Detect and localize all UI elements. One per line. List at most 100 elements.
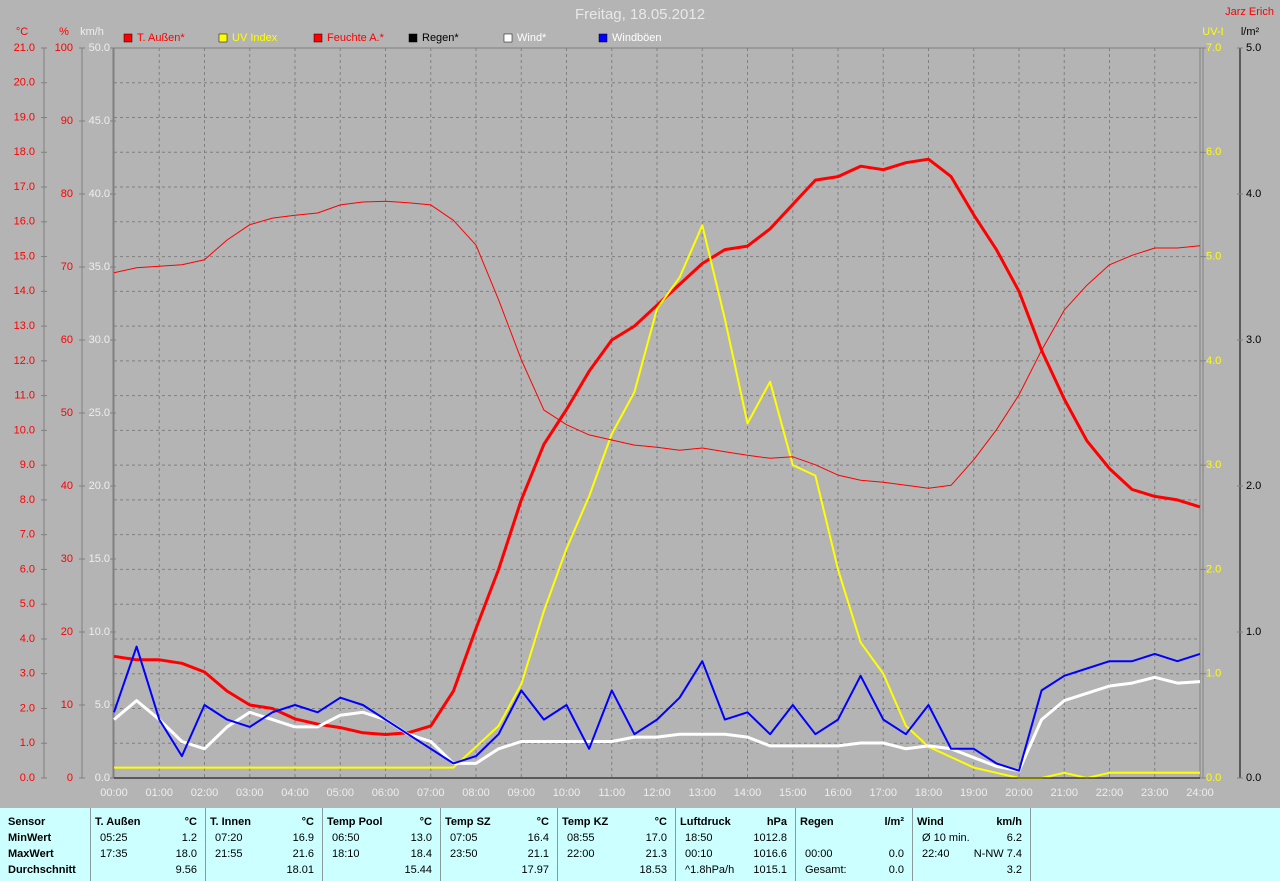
x-tick-label: 23:00 <box>1141 787 1169 799</box>
table-cell: 00:10 <box>685 848 713 860</box>
y-tick-label: 0 <box>67 772 73 784</box>
y-tick-label: 8.0 <box>20 494 35 506</box>
x-tick-label: 02:00 <box>191 787 219 799</box>
y-tick-label: 4.0 <box>1246 188 1261 200</box>
y-tick-label: 1.0 <box>1246 626 1261 638</box>
table-cell: MinWert <box>8 832 52 844</box>
axis-unit: l/m² <box>1241 26 1260 38</box>
y-tick-label: 0.0 <box>1246 772 1261 784</box>
x-tick-label: 03:00 <box>236 787 264 799</box>
y-tick-label: 7.0 <box>20 529 35 541</box>
table-cell: Temp KZ <box>562 816 609 828</box>
x-tick-label: 17:00 <box>869 787 897 799</box>
y-tick-label: 30.0 <box>89 334 110 346</box>
chart-title: Freitag, 18.05.2012 <box>575 6 705 23</box>
y-tick-label: 6.0 <box>1206 146 1221 158</box>
y-tick-label: 14.0 <box>14 285 35 297</box>
y-tick-label: 7.0 <box>1206 42 1221 54</box>
legend-label: Wind* <box>517 32 547 44</box>
y-tick-label: 4.0 <box>1206 355 1221 367</box>
table-cell: 22:40 <box>922 848 950 860</box>
table-cell: hPa <box>766 816 787 828</box>
legend-swatch <box>408 33 418 43</box>
y-tick-label: 2.0 <box>1206 563 1221 575</box>
legend-swatch <box>313 33 323 43</box>
y-tick-label: 21.0 <box>14 42 35 54</box>
table-cell: 18.4 <box>410 848 432 860</box>
axis-unit: UV-I <box>1202 26 1223 38</box>
table-cell: 18.01 <box>286 864 314 876</box>
table-cell: 21.3 <box>645 848 667 860</box>
legend-label: UV Index <box>232 32 278 44</box>
table-cell: 17.97 <box>521 864 549 876</box>
y-tick-label: 6.0 <box>20 563 35 575</box>
table-cell: 3.2 <box>1006 864 1022 876</box>
legend-label: Windböen <box>612 32 662 44</box>
chart: Freitag, 18.05.2012 Jarz Erich °C 0.0 1.0 2… <box>14 6 1274 799</box>
y-tick-label: 100 <box>55 42 73 54</box>
x-tick-label: 00:00 <box>100 787 128 799</box>
y-tick-label: 3.0 <box>1206 459 1221 471</box>
x-tick-label: 15:00 <box>779 787 807 799</box>
table-cell: °C <box>654 816 667 828</box>
y-tick-label: 2.0 <box>1246 480 1261 492</box>
y-tick-label: 90 <box>61 115 73 127</box>
y-tick-label: 80 <box>61 188 73 200</box>
x-tick-label: 19:00 <box>960 787 988 799</box>
x-tick-label: 07:00 <box>417 787 445 799</box>
table-cell: 15.44 <box>404 864 432 876</box>
axis-unit: km/h <box>80 26 104 38</box>
x-tick-label: 08:00 <box>462 787 490 799</box>
y-tick-label: 20.0 <box>89 480 110 492</box>
y-tick-label: 10 <box>61 699 73 711</box>
y-tick-label: 1.0 <box>1206 668 1221 680</box>
legend-label: T. Außen* <box>137 32 185 44</box>
table-cell: 00:00 <box>805 848 833 860</box>
y-tick-label: 15.0 <box>14 250 35 262</box>
y-tick-label: 20 <box>61 626 73 638</box>
table-cell: 18:50 <box>685 832 713 844</box>
x-tick-label: 06:00 <box>372 787 400 799</box>
y-tick-label: 2.0 <box>20 702 35 714</box>
table-cell: 08:55 <box>567 832 595 844</box>
table-cell: °C <box>301 816 314 828</box>
y-tick-label: 40.0 <box>89 188 110 200</box>
table-cell: 22:00 <box>567 848 595 860</box>
table-cell: 17:35 <box>100 848 128 860</box>
axis-unit: % <box>59 26 69 38</box>
y-tick-label: 17.0 <box>14 181 35 193</box>
y-tick-label: 20.0 <box>14 77 35 89</box>
table-cell: km/h <box>996 816 1022 828</box>
legend-swatch <box>503 33 513 43</box>
y-tick-label: 3.0 <box>20 668 35 680</box>
table-cell: l/m² <box>884 816 904 828</box>
x-tick-label: 09:00 <box>507 787 535 799</box>
table-cell: 16.9 <box>292 832 314 844</box>
table-cell: T. Innen <box>210 816 251 828</box>
series-line <box>113 200 1201 489</box>
x-tick-label: 10:00 <box>553 787 581 799</box>
y-tick-label: 10.0 <box>14 424 35 436</box>
y-tick-label: 25.0 <box>89 407 110 419</box>
table-cell: N-NW 7.4 <box>973 848 1022 860</box>
y-tick-label: 13.0 <box>14 320 35 332</box>
legend-swatch <box>218 33 228 43</box>
separator <box>675 808 676 881</box>
y-tick-label: 70 <box>61 261 73 273</box>
y-tick-label: 0.0 <box>20 772 35 784</box>
y-tick-label: 18.0 <box>14 146 35 158</box>
table-cell: °C <box>536 816 549 828</box>
y-tick-label: 45.0 <box>89 115 110 127</box>
table-cell: 17.0 <box>645 832 667 844</box>
table-cell: T. Außen <box>95 816 141 828</box>
y-tick-label: 3.0 <box>1246 334 1261 346</box>
y-tick-label: 12.0 <box>14 355 35 367</box>
axis-unit: °C <box>16 26 28 38</box>
y-tick-label: 40 <box>61 480 73 492</box>
table-cell: 21.1 <box>527 848 549 860</box>
y-tick-label: 19.0 <box>14 111 35 123</box>
table-cell: 06:50 <box>332 832 360 844</box>
y-tick-label: 5.0 <box>1246 42 1261 54</box>
separator <box>440 808 441 881</box>
table-cell: 1012.8 <box>753 832 787 844</box>
